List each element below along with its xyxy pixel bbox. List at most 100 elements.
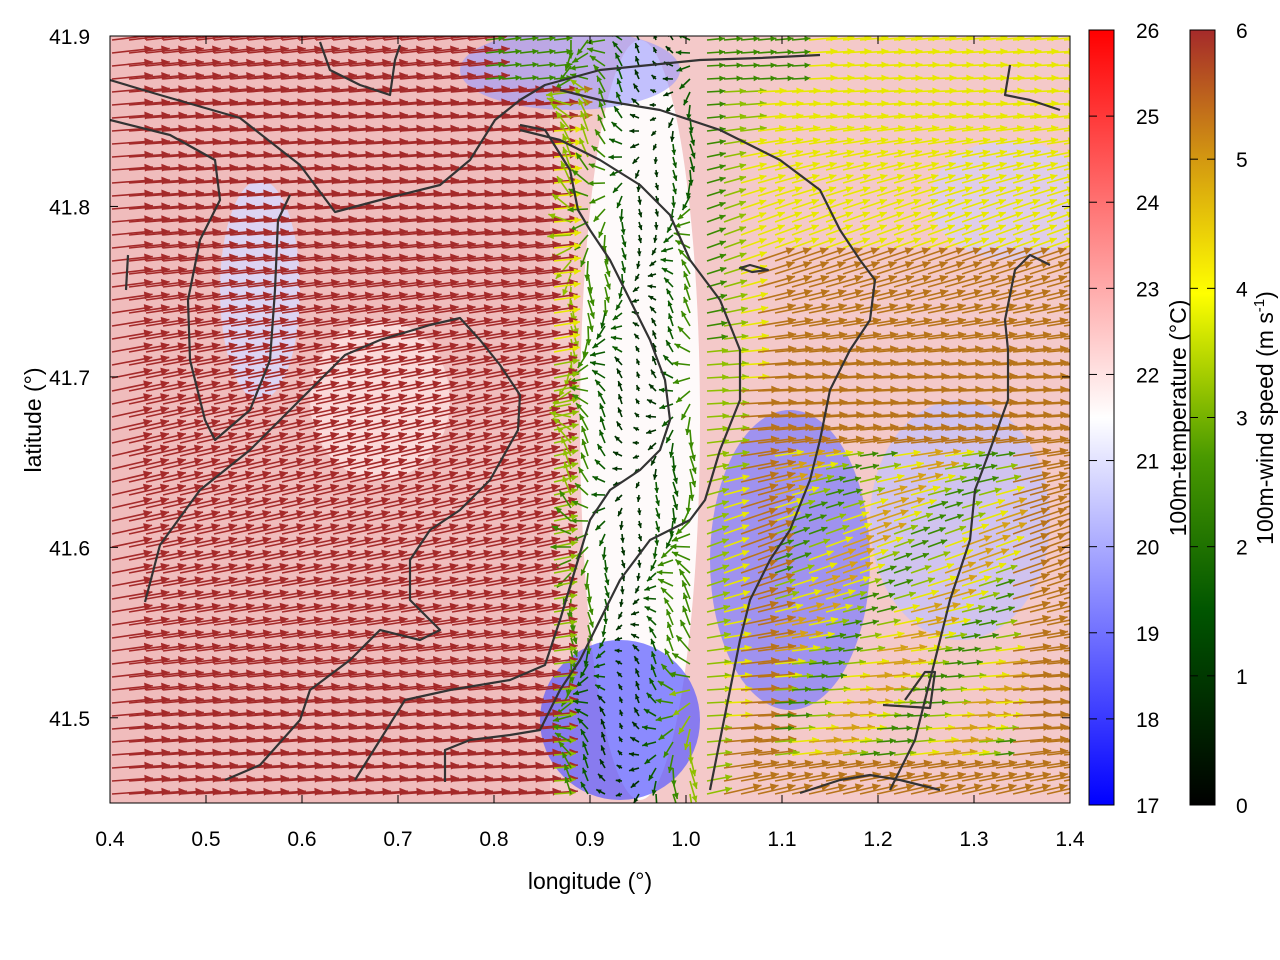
wind-vector-head (828, 224, 836, 231)
wind-vector-head (617, 381, 623, 387)
wind-vector-head (651, 318, 656, 324)
wind-vector-head (449, 354, 459, 363)
wind-vector-head (534, 342, 544, 351)
wind-vector-head (572, 332, 580, 339)
wind-vector (247, 36, 289, 41)
wind-vector-head (828, 186, 837, 193)
wind-vector-head (770, 36, 777, 42)
wind-vector-head (683, 283, 690, 291)
wind-vector-head (599, 403, 605, 410)
wind-vector-head (1075, 495, 1084, 502)
wind-vector-head (803, 274, 813, 283)
wind-vector-head (1049, 198, 1057, 206)
wind-vector-head (635, 275, 640, 281)
wind-vector-head (545, 91, 553, 98)
wind-vector-head (667, 326, 673, 333)
wind-vector-head (466, 380, 476, 389)
wind-vector-head (381, 380, 391, 389)
wind-vector-head (938, 247, 948, 255)
wind-vector-head (159, 431, 169, 440)
wind-vector-head (572, 345, 580, 352)
wind-vector-head (795, 149, 803, 157)
wind-vector-head (669, 136, 675, 142)
wind-vector-head (1049, 224, 1057, 231)
wind-vector-head (612, 346, 619, 352)
wind-vector-head (1067, 149, 1070, 157)
wind-vector-head (262, 354, 272, 363)
wind-vector-head (845, 173, 854, 181)
wind-vector-head (532, 75, 539, 81)
wind-vector-head (330, 418, 339, 427)
wind-vector-head (177, 354, 187, 363)
wind-vector-head (245, 393, 255, 402)
wind-vector-head (347, 380, 357, 389)
wind-vector-head (381, 367, 391, 376)
wind-vector-head (811, 237, 819, 244)
wind-vector-head (964, 211, 972, 218)
wind-vector-head (500, 380, 510, 389)
wind-vector-head (739, 175, 747, 182)
wind-vector-head (599, 416, 605, 423)
wind-vector-head (863, 161, 871, 169)
wind-vector-head (611, 121, 618, 128)
wind-vector-head (517, 354, 527, 363)
wind-vector-head (347, 418, 356, 427)
wind-vector-head (989, 247, 999, 255)
wind-vector-head (313, 367, 323, 376)
wind-vector-head (534, 354, 544, 363)
wind-vector-head (587, 180, 594, 187)
wind-vector (1046, 389, 1070, 392)
wind-vector-head (604, 258, 610, 265)
wind-vector-head (1076, 471, 1085, 479)
wind-vector-head (1076, 289, 1085, 297)
wind-vector (179, 36, 221, 41)
wind-vector-head (1033, 161, 1041, 169)
wind-vector-head (552, 193, 560, 201)
wind-vector-head (922, 274, 932, 283)
wind-vector (230, 36, 272, 41)
wind-vector-head (938, 261, 948, 269)
wind-vector (1046, 265, 1070, 275)
wind-vector-head (787, 62, 794, 69)
wind-vector-head (571, 396, 579, 404)
wind-vector-head (930, 224, 938, 231)
wind-vector-head (347, 367, 357, 376)
wind-vector-head (636, 251, 642, 257)
wind-vector-head (906, 303, 915, 311)
wind-vector-head (964, 186, 973, 193)
wind-vector-head (998, 173, 1007, 181)
wind-vector-head (1043, 411, 1052, 419)
wind-vector-head (719, 62, 726, 69)
wind-vector-head (718, 201, 726, 208)
wind-vector-head (1032, 224, 1040, 231)
wind-vector-head (330, 342, 340, 351)
wind-vector-head (1077, 436, 1085, 444)
wind-vector-head (647, 284, 653, 289)
wind-vector-head (466, 393, 476, 402)
wind-vector-head (804, 75, 811, 82)
wind-vector-head (177, 342, 187, 351)
wind-vector-head (836, 261, 846, 269)
wind-vector-head (1049, 186, 1058, 193)
wind-vector-head (600, 322, 606, 329)
wind-vector-head (296, 380, 306, 389)
wind-vector-head (1016, 149, 1024, 157)
wind-vector-head (739, 188, 746, 194)
wind-vector-head (998, 211, 1006, 218)
wind-vector-head (992, 411, 1001, 419)
wind-vector-head (828, 198, 836, 206)
wind-vector-head (719, 227, 726, 233)
wind-vector-head (1075, 261, 1084, 268)
wind-vector-head (681, 413, 687, 420)
wind-vector-head (620, 229, 626, 235)
wind-vector-head (736, 36, 743, 42)
wind-vector-field (111, 36, 1085, 803)
wind-vector-head (1077, 345, 1085, 353)
wind-vector-head (466, 418, 475, 427)
wind-vector-head (580, 110, 586, 118)
wind-vector (1046, 414, 1070, 418)
wind-vector-head (690, 139, 696, 146)
wind-vector-head (584, 98, 593, 107)
wind-vector-head (466, 367, 476, 376)
wind-vector-head (1068, 48, 1070, 55)
